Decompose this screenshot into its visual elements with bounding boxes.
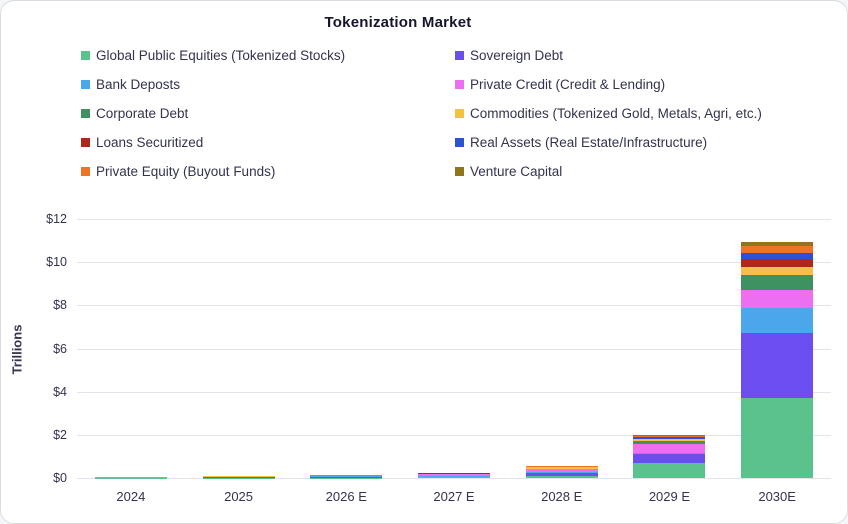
legend-label: Bank Deposts: [96, 76, 181, 92]
legend-label: Private Equity (Buyout Funds): [96, 163, 276, 179]
bar-segment: [741, 241, 814, 247]
legend-swatch: [455, 50, 464, 60]
bar-segment: [633, 443, 706, 454]
bar-segment: [741, 333, 814, 399]
plot-area: Trillions $0 $2 $4 $6 $8 $10 $12 2024 2025 2026 E…: [1, 206, 847, 516]
x-tick-label: 2029 E: [648, 489, 691, 504]
x-tick-label: 2024: [116, 489, 146, 504]
bar-segment: [741, 252, 814, 259]
bar-segment: [633, 438, 706, 440]
gridline: [77, 262, 831, 264]
x-tick-label: 2025: [224, 489, 254, 504]
bar-segment: [633, 462, 706, 478]
bar-segment: [525, 465, 598, 467]
legend-item[interactable]: Sovereign Debt: [455, 46, 762, 64]
y-tick-label: $10: [46, 255, 67, 270]
bar-segment: [741, 246, 814, 253]
legend-label: Commodities (Tokenized Gold, Metals, Agr…: [470, 105, 762, 121]
y-tick-label: $12: [46, 212, 67, 226]
legend-item[interactable]: Commodities (Tokenized Gold, Metals, Agr…: [455, 104, 762, 122]
bar-2028e: [525, 465, 598, 478]
x-tick-label: 2030E: [758, 489, 796, 504]
legend-item[interactable]: Private Equity (Buyout Funds): [81, 162, 455, 180]
legend-swatch: [81, 50, 90, 60]
legend-label: Venture Capital: [470, 163, 563, 179]
bar-segment: [741, 398, 814, 478]
gridline: [77, 348, 831, 350]
bar-segment: [525, 469, 598, 473]
gridline: [77, 219, 831, 220]
gridline: [77, 391, 831, 393]
gridline: [77, 434, 831, 436]
bar-segment: [633, 436, 706, 439]
gridline: [77, 478, 831, 479]
y-tick-label: $4: [53, 384, 67, 399]
bar-segment: [633, 441, 706, 444]
y-tick-label: $8: [53, 298, 67, 313]
x-tick-label: 2026 E: [325, 489, 367, 504]
legend-item[interactable]: Corporate Debt: [81, 104, 455, 122]
bar-segment: [633, 439, 706, 442]
x-tick-label: 2027 E: [433, 489, 475, 504]
bar-segment: [633, 434, 706, 436]
legend-item[interactable]: Real Assets (Real Estate/Infrastructure): [455, 133, 762, 151]
bar-segment: [525, 467, 598, 469]
bar-segment: [741, 290, 814, 308]
bar-segment: [418, 476, 490, 478]
bar-2024: [94, 476, 167, 478]
bar-segment: [633, 454, 706, 463]
bar-segment: [525, 475, 598, 478]
legend-item[interactable]: Bank Deposts: [81, 75, 455, 93]
legend-swatch: [81, 166, 90, 176]
bar-segment: [525, 473, 598, 476]
bar-segment: [525, 468, 598, 470]
bar-2030e: [741, 241, 814, 478]
bar-2027e: [418, 472, 490, 478]
legend-label: Loans Securitized: [96, 134, 204, 150]
legend-item[interactable]: Venture Capital: [455, 162, 762, 180]
legend-label: Sovereign Debt: [470, 47, 564, 63]
bar-segment: [633, 453, 706, 455]
legend-swatch: [455, 137, 464, 147]
legend-swatch: [455, 108, 464, 118]
legend-label: Global Public Equities (Tokenized Stocks…: [96, 47, 346, 63]
x-tick-label: 2028 E: [541, 489, 583, 504]
legend-label: Corporate Debt: [96, 105, 189, 121]
y-tick-label: $0: [53, 471, 67, 485]
bar-segment: [741, 275, 814, 291]
legend-swatch: [81, 137, 90, 147]
bar-segment: [633, 435, 706, 437]
legend-swatch: [455, 79, 464, 89]
legend-item[interactable]: Loans Securitized: [81, 133, 455, 151]
legend: Global Public Equities (Tokenized Stocks…: [81, 46, 762, 180]
legend-swatch: [455, 166, 464, 176]
legend-label: Real Assets (Real Estate/Infrastructure): [470, 134, 708, 150]
bar-segment: [525, 472, 598, 474]
bar-2029e: [633, 434, 706, 478]
gridline: [77, 305, 831, 307]
y-tick-label: $2: [53, 427, 67, 442]
bar-segment: [741, 307, 814, 334]
bar-2025: [202, 475, 275, 478]
bar-2026e: [310, 475, 383, 478]
legend-swatch: [81, 79, 90, 89]
y-tick-label: $6: [53, 341, 67, 356]
legend-item[interactable]: Private Credit (Credit & Lending): [455, 75, 762, 93]
bar-segment: [418, 477, 490, 478]
bar-segment: [741, 266, 814, 276]
legend-item[interactable]: Global Public Equities (Tokenized Stocks…: [81, 46, 455, 64]
chart-title: Tokenization Market: [324, 14, 472, 31]
legend-swatch: [81, 108, 90, 118]
legend-label: Private Credit (Credit & Lending): [470, 76, 666, 92]
bar-segment: [310, 476, 383, 478]
bar-segment: [741, 258, 814, 267]
bar-segment: [418, 474, 490, 477]
